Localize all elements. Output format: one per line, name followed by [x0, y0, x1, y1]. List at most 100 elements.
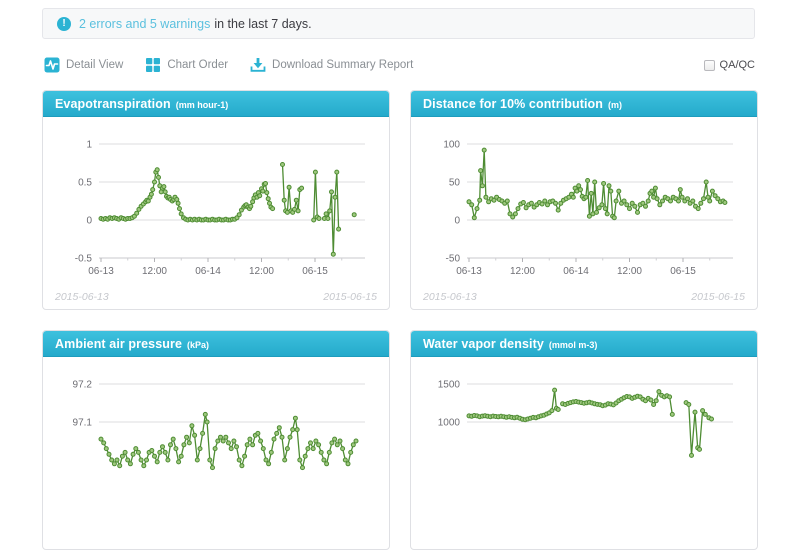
svg-text:12:00: 12:00 [249, 266, 274, 275]
alert-bar: ! 2 errors and 5 warnings in the last 7 … [42, 8, 755, 39]
chart-units: (kPa) [187, 339, 210, 350]
data-point [621, 198, 627, 204]
data-point [106, 451, 112, 457]
svg-text:1000: 1000 [438, 418, 461, 429]
qaqc-label: QA/QC [719, 59, 755, 71]
data-point [635, 209, 640, 215]
data-point [286, 184, 292, 190]
data-point [152, 453, 157, 459]
panel-footer: 2015-06-13 2015-06-15 [411, 291, 757, 303]
data-point [264, 190, 270, 196]
chart-svg-evapotranspiration: 1 0.5 0 -0.506-13 12:00 06-14 12:00 06-15 [75, 140, 365, 275]
alert-errors-warnings-link[interactable]: 2 errors and 5 warnings [79, 16, 211, 31]
data-point [334, 442, 340, 448]
data-point [218, 434, 223, 440]
chart-order-button[interactable]: Chart Order [145, 57, 228, 73]
svg-text:0: 0 [86, 216, 92, 227]
data-point [184, 434, 190, 440]
data-point [117, 463, 123, 469]
data-point [342, 457, 348, 463]
data-point [138, 457, 144, 463]
data-series [98, 162, 357, 257]
chart-title: Water vapor density [423, 336, 544, 351]
download-summary-report-button[interactable]: Download Summary Report [250, 57, 413, 73]
data-point [690, 198, 696, 204]
data-point [599, 202, 605, 208]
qaqc-checkbox[interactable] [703, 59, 715, 71]
data-point [125, 457, 131, 463]
chart-title: Evapotranspiration [55, 96, 171, 111]
data-point [660, 198, 665, 204]
data-point [215, 438, 221, 444]
detail-view-button[interactable]: Detail View [44, 57, 123, 73]
panel-water-vapor-density: Water vapor density (mmol m-3) 1500 1000 [410, 330, 758, 550]
panel-footer: 2015-06-13 2015-06-15 [43, 291, 389, 303]
data-point [274, 430, 280, 436]
data-point [667, 394, 673, 400]
data-point [643, 203, 648, 209]
data-point [542, 198, 548, 204]
data-point [504, 198, 510, 204]
data-point [668, 198, 673, 204]
svg-text:-0.5: -0.5 [75, 254, 93, 265]
svg-text:12:00: 12:00 [510, 266, 535, 275]
data-point [709, 188, 715, 194]
detail-view-label: Detail View [66, 59, 124, 71]
data-point [486, 199, 492, 205]
chart-title: Ambient air pressure [55, 336, 183, 351]
data-point [207, 457, 213, 463]
data-point [154, 459, 160, 465]
data-point [709, 416, 714, 422]
data-point [332, 436, 338, 442]
data-point [239, 463, 245, 469]
svg-text:100: 100 [443, 140, 460, 151]
gridlines: 97.2 97.1 [73, 380, 365, 429]
data-point [255, 430, 261, 436]
data-point [353, 438, 359, 444]
data-point [608, 188, 614, 194]
data-point [512, 211, 518, 217]
alert-suffix-text: in the last 7 days. [214, 16, 312, 31]
chart-order-label: Chart Order [167, 59, 229, 71]
data-point [189, 423, 195, 429]
svg-text:0: 0 [454, 216, 460, 227]
data-point [119, 453, 125, 459]
svg-text:06-13: 06-13 [88, 266, 114, 275]
data-point [336, 226, 342, 232]
panel-ambient-air-pressure: Ambient air pressure (kPa) 97.2 97.1 [42, 330, 390, 550]
data-point [552, 387, 558, 393]
data-point [616, 188, 622, 194]
data-point [592, 179, 598, 185]
data-point [165, 457, 171, 463]
svg-text:06-13: 06-13 [456, 266, 482, 275]
data-point [703, 179, 709, 185]
data-point [689, 452, 694, 458]
data-point [127, 461, 133, 467]
data-point [197, 446, 203, 452]
data-point [313, 438, 319, 444]
data-point [652, 185, 658, 191]
data-point [695, 206, 701, 212]
data-point [177, 206, 182, 212]
data-point [677, 187, 683, 193]
data-point [318, 449, 324, 455]
data-point [263, 181, 268, 186]
chart-units: (mm hour-1) [175, 99, 229, 110]
data-point [481, 147, 487, 153]
toolbar: Detail View Chart Order Download Summary… [44, 54, 755, 76]
date-range-start: 2015-06-13 [55, 291, 109, 303]
data-point [148, 191, 154, 197]
charts-grid: Evapotranspiration (mm hour-1) 1 0.5 0 -0.5… [42, 90, 758, 550]
data-point [200, 430, 206, 436]
chart-units: (mmol m-3) [548, 339, 598, 350]
data-point [466, 199, 472, 205]
qaqc-toggle: QA/QC [703, 59, 755, 71]
data-point [345, 461, 351, 467]
data-point [469, 202, 475, 208]
data-point [297, 457, 303, 463]
svg-text:1: 1 [86, 140, 92, 151]
panel-distance-contribution: Distance for 10% contribution (m) 100 50 0… [410, 90, 758, 310]
data-point [287, 434, 293, 440]
data-point [302, 453, 308, 459]
